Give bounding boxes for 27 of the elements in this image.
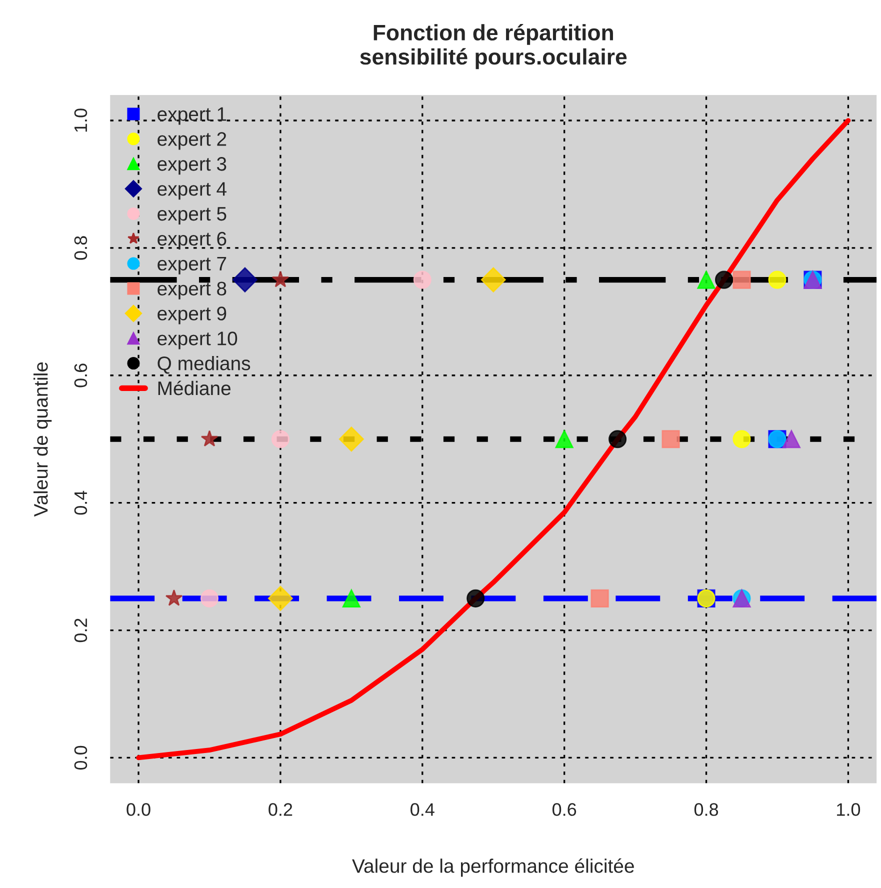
- legend-label: expert 5: [158, 207, 226, 225]
- chart-title: Fonction de répartition sensibilité pours.oculaire: [360, 24, 627, 70]
- x-tick-label: 0.4: [410, 803, 434, 816]
- legend-label: expert 2: [158, 132, 226, 150]
- y-tick-label: 0.2: [74, 618, 88, 642]
- legend-label: Médiane: [158, 380, 231, 396]
- x-tick-label: 0.0: [126, 803, 150, 816]
- legend-label: Q medians: [158, 356, 250, 374]
- y-tick-label: 0.8: [74, 236, 88, 260]
- legend-label: expert 6: [158, 232, 226, 250]
- x-tick-label: 0.6: [552, 803, 576, 816]
- legend-label: expert 3: [158, 157, 226, 175]
- x-axis-title: Valeur de la performance élicitée: [352, 858, 634, 877]
- legend-label: expert 4: [158, 182, 226, 200]
- legend-label: expert 9: [158, 306, 226, 324]
- y-tick-label: 1.0: [74, 108, 88, 132]
- x-tick-label: 1.0: [837, 803, 860, 816]
- legend-label: expert 10: [158, 332, 238, 350]
- x-tick-label: 0.2: [268, 803, 292, 816]
- legend-label: expert 8: [158, 282, 226, 300]
- legend-label: expert 7: [158, 256, 226, 274]
- y-tick-label: 0.4: [74, 490, 88, 515]
- x-tick-label: 0.8: [694, 803, 718, 816]
- y-tick-label: 0.6: [74, 364, 88, 388]
- y-tick-label: 0.0: [74, 746, 88, 770]
- y-axis-title: Valeur de quantile: [34, 362, 52, 517]
- legend-label: expert 1: [158, 107, 226, 125]
